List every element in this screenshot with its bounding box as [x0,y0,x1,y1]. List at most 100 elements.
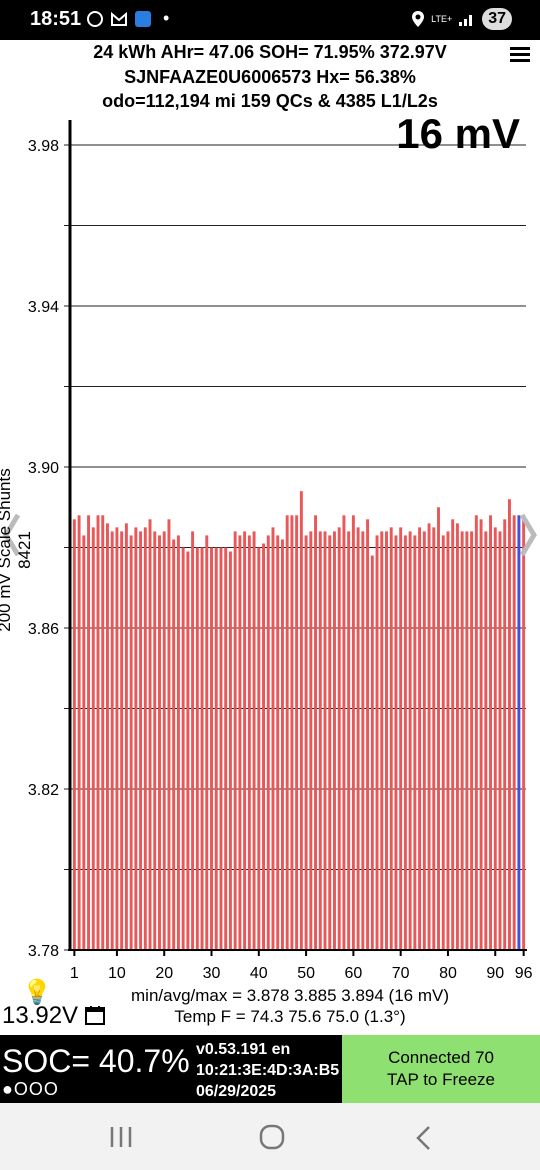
cell-bar [205,535,209,950]
cell-bar [455,523,459,950]
calendar-icon[interactable] [85,1005,105,1025]
cell-bar [262,543,265,950]
cell-bar [413,535,417,950]
cell-bar [408,531,412,950]
battery-level: 37 [482,8,512,30]
cell-bar [465,531,469,950]
cell-bar [228,551,232,950]
cell-bar [153,531,157,950]
cell-bar [370,555,374,950]
cell-bar [110,531,114,950]
app-notification-icon [135,11,151,27]
cell-bar [418,527,422,950]
cell-bar [219,547,223,950]
cell-bar [87,515,91,950]
minavgmax-text: min/avg/max = 3.878 3.885 3.894 (16 mV) [131,986,449,1005]
cell-bar [120,531,124,950]
cell-bar [271,527,275,950]
y-tick-label: 3.90 [28,460,59,477]
cell-bar [522,519,526,950]
cell-bar [498,531,502,950]
cell-bar [366,519,370,950]
cell-bar [158,535,161,950]
gmail-icon [111,11,127,26]
cell-bar [139,531,143,950]
cell-bar [309,531,313,950]
cell-bar [356,527,360,950]
x-tick-label: 90 [486,965,504,982]
y-tick-label: 3.78 [28,943,59,960]
cell-bar [233,531,237,950]
cell-bar [91,527,95,950]
cell-bar [115,527,119,950]
cell-bar [276,535,280,950]
cell-bar [403,535,407,950]
cell-bar [451,519,455,950]
cell-bar [385,531,388,950]
cell-bar [162,531,166,950]
cell-bar [172,539,176,950]
cell-voltage-chart[interactable]: 3.98 3.94 3.90 3.86 3.82 3.78 1 10 20 30 40 50 60 70… [0,0,540,1000]
cell-bar [176,535,180,950]
light-bulb-icon[interactable]: 💡 [22,979,52,1006]
cell-bar [474,515,478,950]
location-icon [412,11,425,27]
home-nav-icon[interactable] [258,1123,286,1151]
notification-dot: • [163,8,170,28]
x-tick-label: 60 [344,965,362,982]
x-tick-label: 1 [70,965,79,982]
cell-bar [446,531,450,950]
signal-icon [459,15,473,26]
cell-bar [512,515,516,950]
cell-bar [460,531,464,950]
cell-bar [224,547,228,950]
back-nav-icon[interactable] [412,1125,436,1151]
header-line-3: odo=112,194 mi 159 QCs & 4385 L1/L2s [102,91,438,111]
temp-text: Temp F = 74.3 75.6 75.0 (1.3°) [174,1007,406,1026]
cell-bar [489,515,492,950]
cell-bar [493,527,497,950]
network-type: LTE+ [431,13,453,24]
cell-bar [280,539,284,950]
cell-bar [394,535,398,950]
cell-bar [101,515,105,950]
tap-to-freeze-text: TAP to Freeze [386,1070,496,1089]
cell-bar [295,515,299,950]
cell-bar [134,527,138,950]
header-line-1: 24 kWh AHr= 47.06 SOH= 71.95% 372.97V [93,42,447,62]
cell-bar [266,535,270,950]
cell-bar [441,535,445,950]
status-right: LTE+ 37 [411,8,512,30]
x-tick-label: 80 [439,965,457,982]
recents-nav-icon[interactable] [108,1125,134,1149]
vertical-axis-label: 200 mV Scale Shunts 8421 [0,468,34,632]
x-tick-label: 96 [515,965,533,982]
12v-battery-voltage: 13.92V [2,1002,79,1029]
x-tick-label: 70 [392,965,410,982]
cell-bar [342,515,346,950]
cell-bar [243,531,247,950]
cell-bar [484,531,488,950]
cell-bar [351,515,355,950]
cell-bar [479,519,483,950]
hamburger-menu-icon[interactable] [510,44,530,65]
soc-dots: ●OOO [2,1079,59,1099]
x-tick-label: 30 [203,965,221,982]
soc-panel: SOC= 40.7% ●OOO v0.53.191 en 10:21:3E:4D… [0,1035,342,1103]
cell-bar [318,531,322,950]
cell-bar [328,535,332,950]
cell-bar [299,491,303,950]
status-bar: 18:51 • LTE+ 37 [0,0,540,40]
cell-bar [323,531,327,950]
cell-bar [517,515,521,950]
cell-bar [167,519,171,950]
x-tick-label: 20 [155,965,173,982]
cell-bar [427,523,431,950]
cell-bar [389,527,393,950]
x-tick-label: 50 [297,965,315,982]
system-nav-bar [0,1103,540,1170]
connection-status-button[interactable]: Connected 70 TAP to Freeze [342,1035,540,1103]
cell-bar [399,527,403,950]
cell-bar [181,547,185,950]
header-line-2: SJNFAAZE0U6006573 Hx= 56.38% [124,67,416,87]
